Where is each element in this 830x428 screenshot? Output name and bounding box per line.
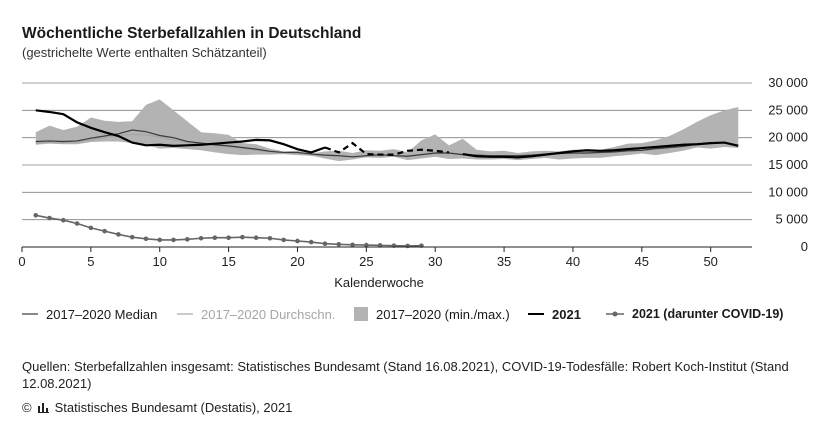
covid-point xyxy=(184,237,190,242)
legend-label-2021: 2021 xyxy=(552,306,581,322)
x-tick-label: 40 xyxy=(566,254,580,269)
legend-swatch-2021 xyxy=(528,313,544,315)
legend-item-covid: 2021 (darunter COVID-19) xyxy=(606,305,783,323)
covid-point xyxy=(322,241,328,247)
covid-point xyxy=(33,212,39,218)
covid-point xyxy=(88,225,94,231)
copyright-line: © Statistisches Bundesamt (Destatis), 20… xyxy=(22,400,292,415)
chart-title: Wöchentliche Sterbefallzahlen in Deutsch… xyxy=(22,25,362,42)
y-tick-label: 0 xyxy=(801,239,808,254)
x-tick-label: 0 xyxy=(18,254,25,269)
copyright-symbol: © xyxy=(22,400,32,415)
covid-point xyxy=(102,228,107,234)
range-area-layer xyxy=(35,99,739,162)
legend-swatch-range xyxy=(354,307,368,321)
covid-point xyxy=(143,236,149,242)
line-chart: 0 5 000 10 000 15 000 20 000 25 000 30 000 0 5 10… xyxy=(18,75,808,290)
legend-label-mean: 2017–2020 Durchschn. xyxy=(201,306,336,322)
x-tick-label: 10 xyxy=(153,254,167,269)
covid-point xyxy=(405,243,410,249)
legend-label-range: 2017–2020 (min./max.) xyxy=(376,306,510,322)
series-line-2021 xyxy=(462,141,739,159)
covid-point xyxy=(129,234,135,240)
legend-item-range: 2017–2020 (min./max.) xyxy=(354,305,510,323)
legend-swatch-median xyxy=(22,313,38,315)
chart-subtitle: (gestrichelte Werte enthalten Schätzante… xyxy=(22,45,267,60)
y-tick-label: 30 000 xyxy=(768,75,808,90)
covid-point xyxy=(295,238,300,244)
legend-label-covid: 2021 (darunter COVID-19) xyxy=(632,307,784,321)
covid-point xyxy=(198,235,204,241)
x-tick-label: 45 xyxy=(635,254,649,269)
x-tick-label: 35 xyxy=(497,254,511,269)
x-tick-label: 30 xyxy=(428,254,442,269)
y-tick-label: 25 000 xyxy=(768,102,808,117)
x-axis-label: Kalenderwoche xyxy=(334,275,424,290)
y-tick-label: 20 000 xyxy=(768,130,808,145)
covid-point xyxy=(74,221,80,226)
covid-point xyxy=(157,237,163,243)
series-line-2021 xyxy=(35,109,326,154)
x-tick-label: 5 xyxy=(87,254,94,269)
y-tick-label: 10 000 xyxy=(768,184,808,199)
destatis-logo-icon xyxy=(37,403,49,413)
legend-swatch-mean xyxy=(177,313,193,315)
covid-point xyxy=(226,235,231,241)
covid-point xyxy=(116,232,121,237)
covid-point xyxy=(171,237,176,243)
covid-point xyxy=(212,235,218,241)
y-tick-label: 15 000 xyxy=(768,157,808,172)
covid-point xyxy=(308,239,314,245)
x-tick-label: 50 xyxy=(703,254,717,269)
covid-point xyxy=(364,242,369,248)
legend-label-median: 2017–2020 Median xyxy=(46,306,158,322)
series-line-layer xyxy=(33,109,739,249)
covid-point xyxy=(253,235,259,241)
x-tick-label: 15 xyxy=(221,254,235,269)
covid-point xyxy=(281,237,286,243)
range-area xyxy=(35,99,739,162)
covid-point xyxy=(61,217,66,223)
covid-point xyxy=(47,215,52,221)
legend-item-2021: 2021 xyxy=(528,305,581,323)
legend-swatch-covid xyxy=(606,311,624,317)
chart-legend: 2017–2020 Median 2017–2020 Durchschn. 20… xyxy=(22,305,822,327)
x-tick-label: 20 xyxy=(290,254,304,269)
x-tick-label: 25 xyxy=(359,254,373,269)
legend-item-mean: 2017–2020 Durchschn. xyxy=(177,305,335,323)
series-line-median xyxy=(35,129,739,158)
covid-point xyxy=(336,241,342,247)
covid-point xyxy=(240,234,245,240)
copyright-text: Statistisches Bundesamt (Destatis), 2021 xyxy=(54,400,293,415)
covid-point xyxy=(350,242,355,248)
y-tick-label: 5 000 xyxy=(775,212,808,227)
sources-note: Quellen: Sterbefallzahlen insgesamt: Sta… xyxy=(22,359,789,391)
axes: 0 5 000 10 000 15 000 20 000 25 000 30 000 0 5 10… xyxy=(18,75,808,269)
series-line-2021-estimated xyxy=(324,141,450,156)
legend-item-median: 2017–2020 Median xyxy=(22,305,157,323)
covid-point xyxy=(267,235,273,241)
